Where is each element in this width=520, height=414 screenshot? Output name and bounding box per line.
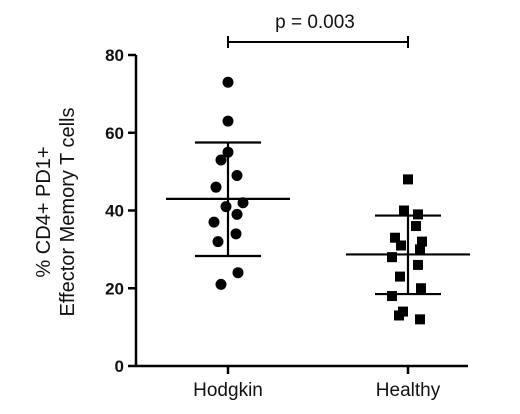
- y-axis-label-line-1: % CD4+ PD1+: [33, 146, 55, 277]
- data-point-square: [387, 291, 397, 302]
- y-axis-label-line-2: Effector Memory T cells: [57, 108, 79, 317]
- data-point-circle: [212, 236, 224, 248]
- data-point-circle: [208, 216, 220, 228]
- data-point-square: [417, 236, 427, 247]
- data-point-circle: [220, 201, 232, 213]
- y-tick-label: 60: [105, 124, 124, 143]
- data-point-circle: [232, 267, 244, 279]
- data-point-square: [396, 240, 406, 251]
- data-point-circle: [215, 154, 227, 166]
- data-points: [208, 76, 427, 325]
- y-tick-label: 80: [105, 46, 124, 65]
- data-point-circle: [231, 170, 243, 182]
- data-point-circle: [231, 208, 243, 220]
- x-tick-label: Hodgkin: [193, 380, 263, 401]
- data-point-square: [403, 174, 413, 185]
- data-point-circle: [215, 278, 227, 290]
- data-point-circle: [237, 197, 249, 209]
- data-point-square: [413, 209, 423, 220]
- data-point-square: [390, 232, 400, 243]
- data-point-square: [395, 271, 405, 282]
- data-point-square: [394, 310, 404, 321]
- y-tick-label: 20: [105, 279, 124, 298]
- data-point-square: [415, 314, 425, 325]
- data-point-circle: [222, 76, 234, 88]
- y-axis: 0 20 40 60 80: [105, 46, 138, 376]
- data-point-circle: [210, 181, 222, 193]
- data-point-square: [399, 205, 409, 216]
- data-point-square: [415, 244, 425, 255]
- data-point-square: [411, 221, 421, 232]
- y-tick-label: 40: [105, 202, 124, 221]
- mean-sd-bars: [166, 141, 470, 296]
- y-tick-label: 0: [115, 357, 124, 376]
- data-point-square: [413, 259, 423, 270]
- x-axis: Hodgkin Healthy: [136, 364, 468, 401]
- p-value-annotation: p = 0.003: [275, 12, 355, 33]
- data-point-square: [387, 252, 397, 263]
- data-point-circle: [230, 228, 242, 240]
- data-point-square: [416, 283, 426, 294]
- data-point-circle: [222, 115, 234, 127]
- p-value-bracket: p = 0.003: [227, 12, 409, 48]
- x-tick-label: Healthy: [376, 380, 441, 401]
- data-point-circle: [222, 146, 234, 158]
- y-axis-label: % CD4+ PD1+ Effector Memory T cells: [33, 108, 79, 317]
